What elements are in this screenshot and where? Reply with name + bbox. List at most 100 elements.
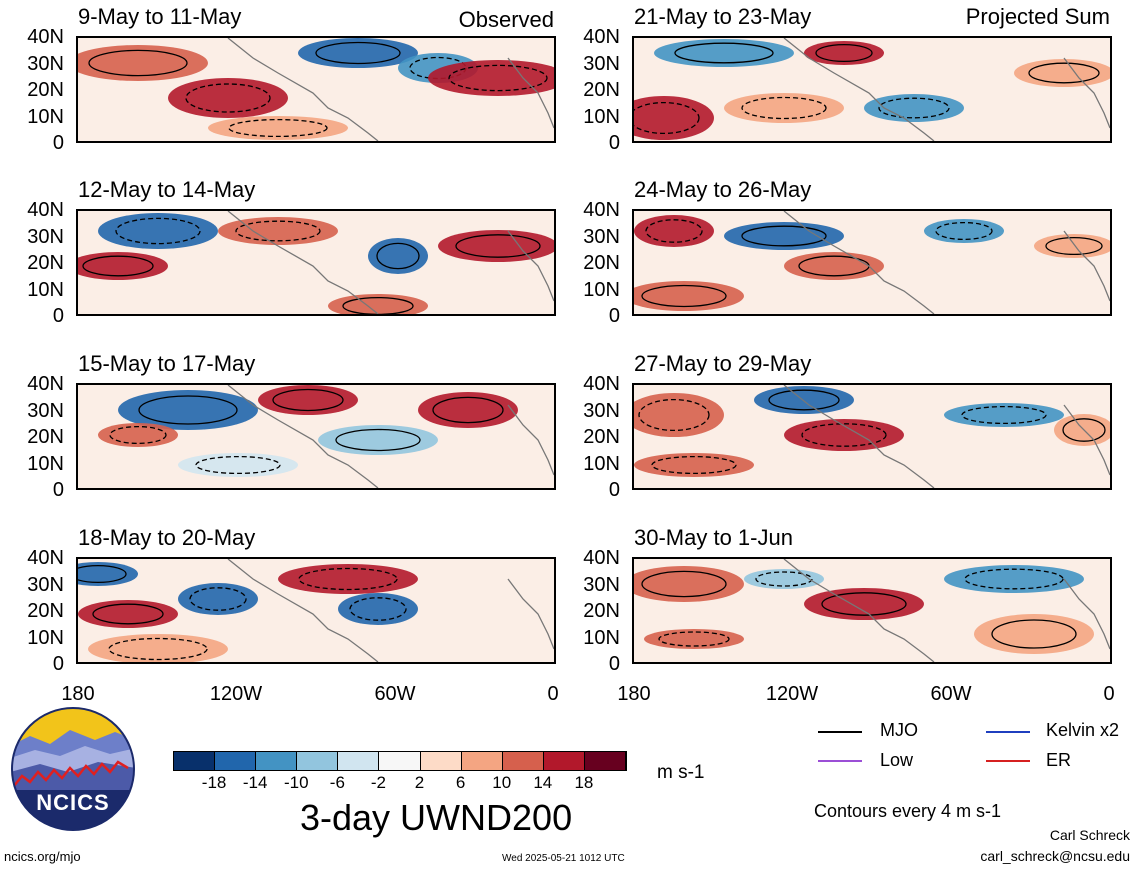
left-panel-title-1: 9-May to 11-May — [78, 4, 242, 29]
colorbar-swatch — [174, 752, 216, 770]
right-field-map-1 — [634, 38, 1110, 141]
left-field-map-3 — [78, 385, 554, 488]
mjo-contour — [315, 41, 401, 65]
left-panel-4-lat-label: 0 — [52, 653, 64, 675]
left-panel-2-lat-label: 40N — [27, 199, 64, 221]
mjo-contour — [1062, 418, 1106, 442]
coastline — [1063, 230, 1110, 302]
left-panel-title-4: 18-May to 20-May — [78, 525, 256, 550]
lon-label-left-0: 0 — [547, 683, 559, 705]
mjo-contour — [961, 405, 1047, 425]
left-field-map-2 — [78, 211, 554, 314]
mjo-contour — [741, 225, 827, 247]
mjo-contour — [1045, 236, 1103, 256]
colorbar-tick-label: 18 — [574, 773, 594, 792]
anomaly-shading — [78, 45, 208, 81]
anomaly-shading — [634, 393, 724, 437]
timestamp: Wed 2025-05-21 1012 UTC — [502, 853, 625, 864]
coastline — [507, 57, 554, 129]
right-panel-4-lat-label: 30N — [583, 573, 620, 596]
colorbar-tick-label: -2 — [370, 773, 387, 792]
right-panel-3-lat-label: 40N — [583, 373, 620, 395]
left-panel-3-lat-label: 0 — [52, 479, 64, 501]
lon-label-left-60w: 60W — [374, 683, 416, 705]
right-panel-title-2: 24-May to 26-May — [634, 177, 812, 202]
anomaly-shading — [634, 281, 744, 311]
colorbar — [173, 751, 627, 771]
anomaly-shading — [634, 566, 744, 602]
legend-er-label: ER — [1046, 750, 1072, 770]
legend-low-label: Low — [880, 750, 914, 770]
left-panel-4-lat-label: 30N — [27, 573, 64, 596]
mjo-contour — [821, 592, 907, 616]
right-panel-2-lat-label: 20N — [583, 252, 620, 274]
right-panel-1-lat-label: 30N — [583, 52, 620, 75]
mjo-contour — [641, 570, 727, 598]
mjo-contour — [189, 587, 247, 611]
mjo-contour — [342, 296, 414, 314]
legend-kelvin-line — [986, 731, 1030, 733]
left-panel-2-lat-label: 30N — [27, 225, 64, 248]
left-panel-3-lat-label: 10N — [27, 452, 64, 475]
mjo-contour — [964, 568, 1064, 590]
colorbar-tick-label: -18 — [201, 773, 227, 792]
mjo-contour — [638, 398, 710, 432]
mjo-contour — [82, 255, 154, 277]
left-panel-1-lat-label: 0 — [52, 132, 64, 154]
legend-kelvin-label: Kelvin x2 — [1046, 720, 1120, 740]
colorbar-swatch — [215, 752, 257, 770]
mjo-contour — [645, 219, 703, 243]
coastline — [227, 385, 379, 488]
right-map-panel-1 — [632, 36, 1112, 143]
projected-sum-label: Projected Sum — [965, 4, 1110, 29]
units-label: m s-1 — [657, 762, 705, 783]
colorbar-tick-label: 2 — [414, 773, 425, 792]
right-map-panel-4 — [632, 557, 1112, 664]
right-panel-2-lat-label: 0 — [608, 305, 620, 327]
lon-label-left-180: 180 — [61, 683, 95, 705]
colorbar-swatch — [338, 752, 380, 770]
right-panel-2-lat-label: 30N — [583, 225, 620, 248]
coastline — [783, 385, 935, 488]
coastline — [783, 38, 935, 141]
coastline — [507, 404, 554, 476]
colorbar-swatch — [502, 752, 544, 770]
coastline — [227, 211, 379, 314]
right-panel-4-lat-label: 20N — [583, 600, 620, 622]
colorbar-tick-label: -6 — [329, 773, 345, 792]
coastline — [507, 578, 554, 650]
colorbar-swatch — [256, 752, 298, 770]
colorbar-swatch — [461, 752, 503, 770]
coastline — [783, 559, 935, 662]
mjo-contour — [432, 396, 504, 424]
mjo-contour — [92, 603, 164, 625]
mjo-contour — [651, 455, 737, 475]
mjo-contour — [1028, 62, 1100, 84]
coastline — [1063, 57, 1110, 129]
mjo-contour — [88, 49, 188, 77]
right-field-map-2 — [634, 211, 1110, 314]
right-map-panel-3 — [632, 383, 1112, 490]
mjo-contour — [272, 388, 344, 412]
left-map-panel-3 — [76, 383, 556, 490]
left-panel-4-lat-label: 20N — [27, 600, 64, 622]
left-panel-3-lat-label: 30N — [27, 399, 64, 422]
left-panel-title-3: 15-May to 17-May — [78, 351, 256, 376]
ncics-logo: NCICS — [10, 706, 136, 832]
website-url: ncics.org/mjo — [4, 849, 81, 864]
left-map-panel-2 — [76, 209, 556, 316]
colorbar-swatch — [584, 752, 626, 770]
legend-er-line — [986, 760, 1030, 762]
mjo-contour — [935, 221, 993, 241]
right-panel-1-lat-label: 40N — [583, 26, 620, 48]
anomaly-shading — [428, 60, 554, 96]
mjo-contour — [195, 455, 281, 475]
mjo-contour — [448, 64, 548, 92]
left-panel-1-lat-label: 10N — [27, 105, 64, 128]
author-email: carl_schreck@ncsu.edu — [980, 848, 1130, 864]
right-panel-4-lat-label: 0 — [608, 653, 620, 675]
colorbar-swatch — [420, 752, 462, 770]
right-panel-1-lat-label: 0 — [608, 132, 620, 154]
ncics-logo-text: NCICS — [36, 790, 109, 815]
legend-mjo-label: MJO — [880, 720, 918, 740]
